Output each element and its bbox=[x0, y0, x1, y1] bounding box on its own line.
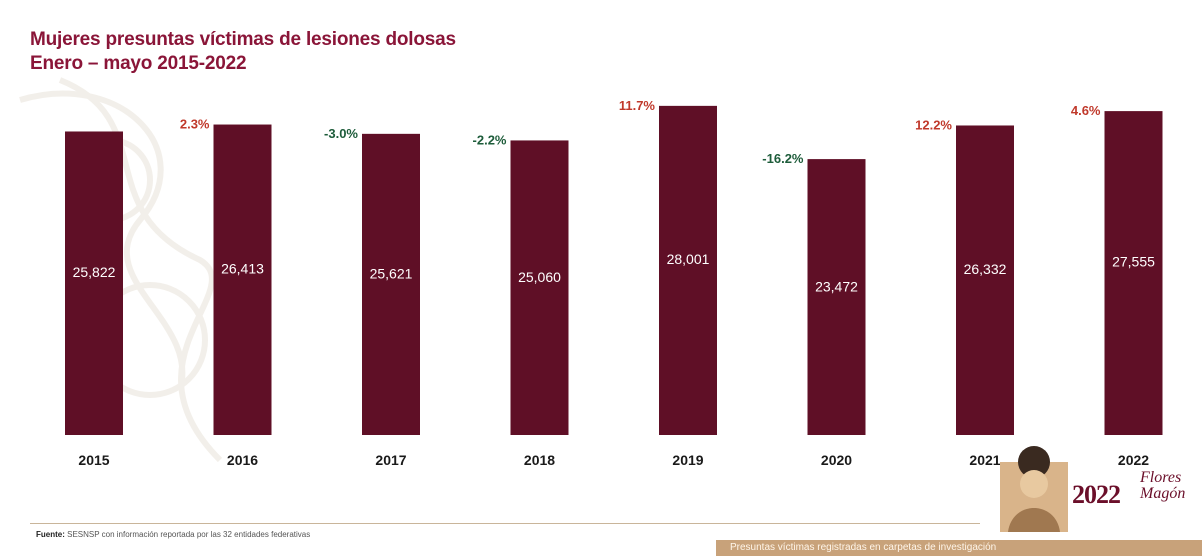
source-label: Fuente: bbox=[36, 530, 65, 539]
x-tick-label-2018: 2018 bbox=[524, 452, 555, 468]
bar-2021 bbox=[956, 125, 1014, 435]
data-label-2018: 25,060 bbox=[518, 269, 561, 285]
source-text: SESNSP con información reportada por las… bbox=[67, 530, 311, 539]
bar-2016 bbox=[213, 124, 272, 435]
logo-name: Flores Magón bbox=[1140, 469, 1186, 502]
bar-2015 bbox=[65, 131, 123, 435]
data-label-2022: 27,555 bbox=[1112, 254, 1155, 270]
change-label-2019: 11.7% bbox=[619, 98, 656, 113]
change-label-2016: 2.3% bbox=[180, 117, 210, 132]
change-label-2020: -16.2% bbox=[762, 151, 804, 166]
data-label-2019: 28,001 bbox=[667, 251, 710, 267]
change-label-2022: 4.6% bbox=[1071, 103, 1101, 118]
data-label-2017: 25,621 bbox=[370, 265, 413, 281]
change-label-2017: -3.0% bbox=[324, 126, 358, 141]
change-label-2018: -2.2% bbox=[473, 132, 507, 147]
source-note: Fuente: SESNSP con información reportada… bbox=[36, 530, 310, 539]
data-label-2015: 25,822 bbox=[73, 264, 116, 280]
bottom-banner: Presuntas víctimas registradas en carpet… bbox=[716, 540, 1202, 556]
chart-title: Mujeres presuntas víctimas de lesiones d… bbox=[30, 28, 456, 76]
data-label-2020: 23,472 bbox=[815, 279, 858, 295]
x-tick-label-2017: 2017 bbox=[375, 452, 406, 468]
data-label-2021: 26,332 bbox=[964, 261, 1007, 277]
chart-subtitle: Enero – mayo 2015-2022 bbox=[30, 53, 247, 74]
flores-magon-logo bbox=[1000, 446, 1068, 532]
x-tick-label-2019: 2019 bbox=[672, 452, 703, 468]
change-label-2021: 12.2% bbox=[915, 117, 952, 132]
bar-2018 bbox=[510, 140, 569, 435]
bar-2022 bbox=[1104, 111, 1163, 435]
bar-2019 bbox=[659, 105, 717, 435]
x-tick-label-2021: 2021 bbox=[969, 452, 1000, 468]
x-tick-label-2016: 2016 bbox=[227, 452, 258, 468]
x-tick-label-2020: 2020 bbox=[821, 452, 852, 468]
logo-year: 2022 bbox=[1072, 480, 1121, 509]
bar-2017 bbox=[362, 133, 420, 435]
data-label-2016: 26,413 bbox=[221, 261, 264, 277]
footer-divider bbox=[30, 523, 980, 524]
x-tick-label-2022: 2022 bbox=[1118, 452, 1149, 468]
chart-title-line1: Mujeres presuntas víctimas de lesiones d… bbox=[30, 29, 456, 50]
x-tick-label-2015: 2015 bbox=[78, 452, 109, 468]
bar-chart: 25,822 2015 26,413 2016 2.3% 25,621 2017 -3.0% 2… bbox=[65, 98, 1163, 468]
bar-2020 bbox=[807, 159, 866, 435]
